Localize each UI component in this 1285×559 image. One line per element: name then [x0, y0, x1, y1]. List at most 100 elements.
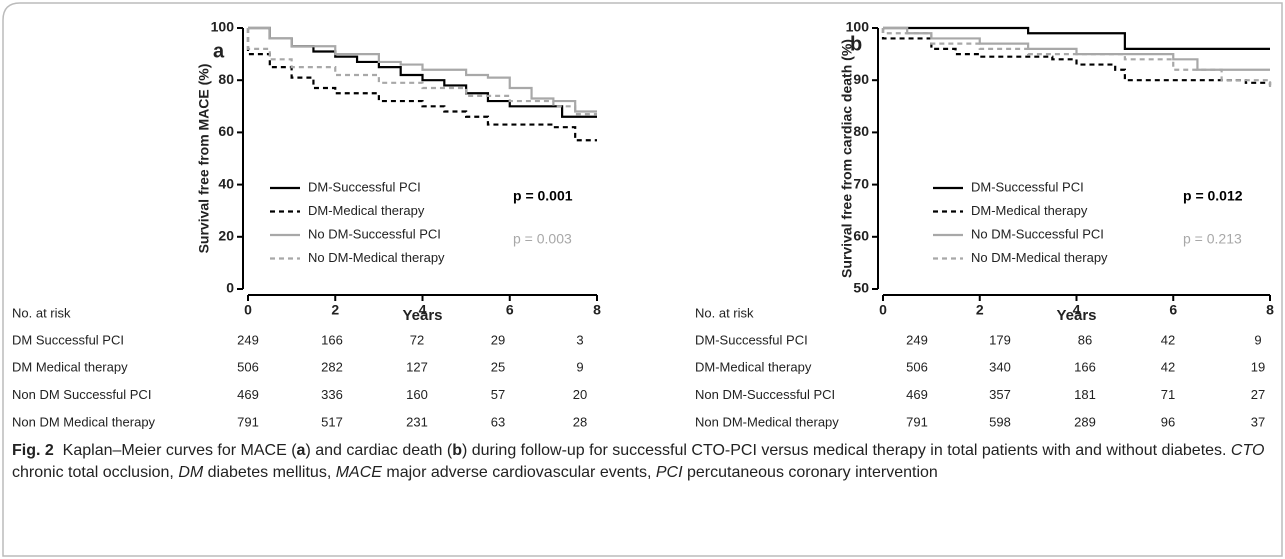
- caption-text: ) and cardiac death (: [305, 442, 453, 459]
- risk-value: 469: [906, 387, 928, 402]
- caption-text: ) during follow-up for successful CTO-PC…: [461, 442, 1231, 459]
- risk-value: 160: [406, 387, 428, 402]
- y-tick-label: 40: [218, 175, 234, 191]
- y-tick-label: 80: [218, 71, 234, 87]
- risk-value: 57: [491, 387, 505, 402]
- y-tick-label: 70: [853, 175, 869, 191]
- risk-value: 166: [1074, 360, 1096, 375]
- risk-value: 72: [410, 332, 424, 347]
- y-tick-label: 50: [853, 280, 869, 296]
- legend-label: No DM-Medical therapy: [308, 250, 445, 265]
- risk-title: No. at risk: [695, 305, 754, 320]
- caption-text: b: [452, 442, 462, 459]
- risk-value: 791: [237, 414, 259, 429]
- x-tick-label: 2: [976, 302, 984, 318]
- risk-row-label: DM Successful PCI: [12, 332, 124, 347]
- risk-row-label: DM-Successful PCI: [695, 332, 808, 347]
- risk-value: 25: [491, 360, 505, 375]
- risk-value: 42: [1161, 360, 1175, 375]
- y-tick-label: 0: [226, 280, 234, 296]
- risk-value: 28: [573, 414, 587, 429]
- legend-label: DM-Successful PCI: [971, 179, 1084, 194]
- y-tick-label: 20: [218, 228, 234, 244]
- risk-value: 282: [321, 360, 343, 375]
- risk-value: 469: [237, 387, 259, 402]
- y-tick-label: 80: [853, 123, 869, 139]
- caption-text: percutaneous coronary intervention: [682, 464, 938, 481]
- risk-row-label: Non DM Medical therapy: [12, 414, 156, 429]
- x-tick-label: 0: [244, 302, 252, 318]
- y-axis-label: Survival free from cardiac death (%): [839, 39, 855, 278]
- legend-label: No DM-Successful PCI: [971, 226, 1104, 241]
- x-axis-label: Years: [402, 307, 442, 324]
- risk-value: 181: [1074, 387, 1096, 402]
- legend-label: No DM-Successful PCI: [308, 226, 441, 241]
- y-tick-label: 100: [846, 19, 870, 35]
- x-tick-label: 6: [506, 302, 514, 318]
- risk-value: 29: [491, 332, 505, 347]
- caption-text: diabetes mellitus,: [203, 464, 336, 481]
- caption-text: PCI: [655, 464, 683, 481]
- risk-value: 20: [573, 387, 587, 402]
- x-tick-label: 2: [331, 302, 339, 318]
- x-axis-label: Years: [1056, 307, 1096, 324]
- caption-text: CTO: [1230, 442, 1265, 459]
- y-tick-label: 100: [211, 19, 235, 35]
- risk-title: No. at risk: [12, 305, 71, 320]
- caption-text: DM: [178, 464, 204, 481]
- risk-value: 9: [576, 360, 583, 375]
- legend-label: DM-Medical therapy: [971, 203, 1088, 218]
- survival-curve: [246, 28, 597, 116]
- risk-value: 96: [1161, 414, 1175, 429]
- y-axis-label: Survival free from MACE (%): [196, 64, 212, 254]
- risk-value: 19: [1251, 360, 1265, 375]
- risk-row-label: Non DM Successful PCI: [12, 387, 151, 402]
- legend-label: No DM-Medical therapy: [971, 250, 1108, 265]
- risk-value: 249: [906, 332, 928, 347]
- risk-value: 506: [237, 360, 259, 375]
- p-value: p = 0.012: [1183, 188, 1243, 204]
- risk-row-label: DM Medical therapy: [12, 360, 128, 375]
- risk-value: 127: [406, 360, 428, 375]
- risk-row-label: DM-Medical therapy: [695, 360, 812, 375]
- risk-value: 27: [1251, 387, 1265, 402]
- risk-value: 3: [576, 332, 583, 347]
- caption-text: a: [296, 442, 306, 459]
- survival-curve: [246, 28, 597, 142]
- risk-value: 231: [406, 414, 428, 429]
- risk-value: 37: [1251, 414, 1265, 429]
- x-tick-label: 4: [419, 302, 427, 318]
- p-value: p = 0.003: [513, 231, 572, 247]
- risk-value: 86: [1078, 332, 1092, 347]
- risk-value: 336: [321, 387, 343, 402]
- risk-value: 249: [237, 332, 259, 347]
- y-tick-label: 60: [218, 123, 234, 139]
- x-tick-label: 0: [879, 302, 887, 318]
- risk-value: 340: [989, 360, 1011, 375]
- caption-text: MACE: [335, 464, 382, 481]
- legend-label: DM-Successful PCI: [308, 179, 421, 194]
- survival-curve: [248, 26, 597, 113]
- risk-value: 517: [321, 414, 343, 429]
- caption: Fig. 2 Kaplan–Meier curves for MACE (a) …: [12, 440, 1267, 484]
- risk-value: 9: [1254, 332, 1261, 347]
- risk-value: 166: [321, 332, 343, 347]
- panel-label: b: [850, 33, 862, 55]
- survival-curve: [248, 26, 597, 118]
- legend-label: DM-Medical therapy: [308, 203, 425, 218]
- risk-value: 791: [906, 414, 928, 429]
- x-tick-label: 6: [1169, 302, 1177, 318]
- survival-curve: [881, 28, 1272, 91]
- risk-row-label: Non DM-Successful PCI: [695, 387, 835, 402]
- risk-value: 63: [491, 414, 505, 429]
- risk-value: 42: [1161, 332, 1175, 347]
- p-value: p = 0.001: [513, 188, 573, 204]
- risk-value: 357: [989, 387, 1011, 402]
- panel-label: a: [213, 40, 225, 62]
- x-tick-label: 8: [593, 302, 601, 318]
- risk-value: 598: [989, 414, 1011, 429]
- caption-text: chronic total occlusion,: [12, 464, 179, 481]
